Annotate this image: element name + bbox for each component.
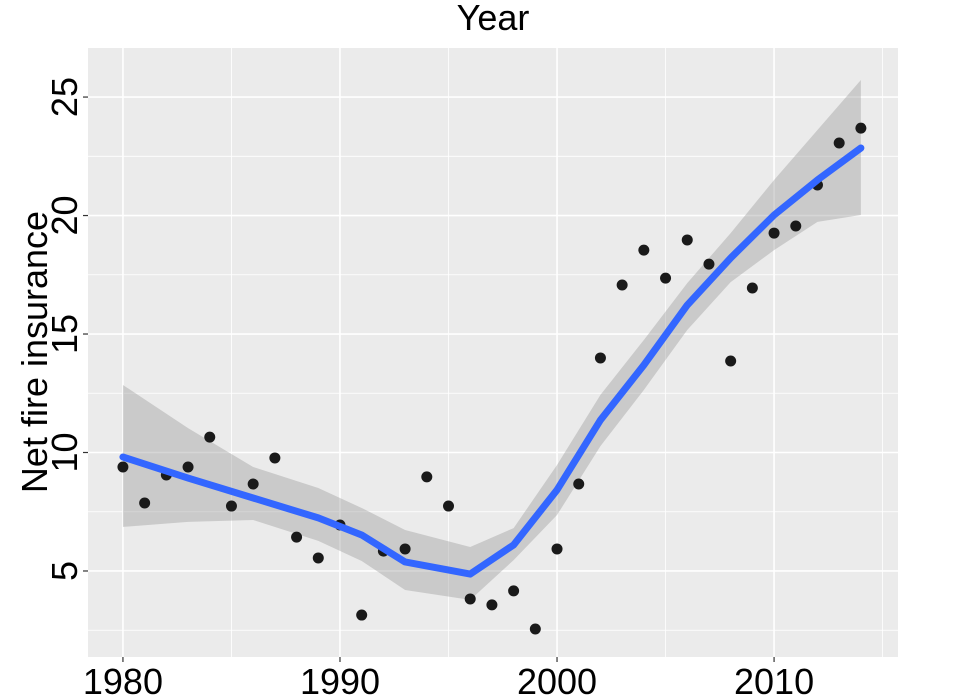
y-tick-label: 10 [44, 432, 85, 472]
y-tick-label: 5 [44, 561, 85, 581]
point [421, 471, 433, 483]
point [464, 593, 476, 605]
point [225, 500, 237, 512]
point [508, 585, 520, 597]
point [551, 543, 563, 555]
x-tick-label: 2000 [517, 661, 597, 698]
point [768, 227, 780, 239]
point [443, 500, 455, 512]
x-tick-label: 1990 [300, 661, 380, 698]
point [117, 461, 129, 473]
y-tick-label: 25 [44, 77, 85, 117]
x-tick-label: 2010 [734, 661, 814, 698]
point [139, 497, 151, 509]
point [638, 244, 650, 256]
point [291, 531, 303, 543]
point [573, 478, 585, 490]
point [833, 137, 845, 149]
y-tick-label: 20 [44, 196, 85, 236]
point [703, 258, 715, 270]
point [247, 478, 259, 490]
y-axis-title: Net fire insurance [14, 211, 55, 493]
chart-title: Year [457, 0, 530, 38]
point [660, 272, 672, 284]
smooth-line [119, 144, 865, 578]
point [486, 599, 498, 611]
point [746, 282, 758, 294]
point [681, 234, 693, 246]
point [616, 279, 628, 291]
point [399, 543, 411, 555]
y-tick-label: 15 [44, 314, 85, 354]
point [725, 355, 737, 367]
point [269, 452, 281, 464]
marks [117, 79, 867, 635]
point [204, 431, 216, 443]
point [855, 122, 867, 134]
point [790, 220, 802, 232]
point [529, 623, 541, 635]
point [182, 461, 194, 473]
point [594, 352, 606, 364]
point [312, 552, 324, 564]
grid [88, 48, 898, 657]
x-tick-label: 1980 [83, 661, 163, 698]
point [356, 609, 368, 621]
